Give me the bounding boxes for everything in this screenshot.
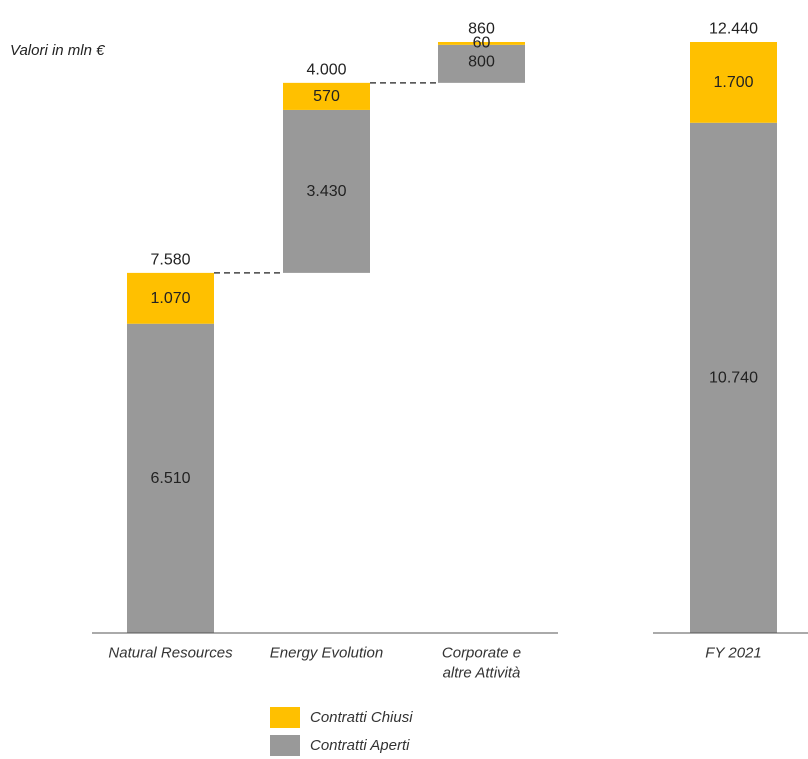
label-chiusi-2: 60: [473, 35, 491, 52]
category-label-3-0: FY 2021: [705, 645, 761, 662]
legend-swatch-aperti: [270, 734, 300, 756]
legend: Contratti Chiusi Contratti Aperti: [270, 703, 413, 759]
unit-label: Valori in mln €: [10, 42, 105, 59]
label-total-3: 12.440: [709, 21, 758, 38]
label-chiusi-1: 570: [313, 88, 340, 105]
legend-swatch-chiusi: [270, 706, 300, 728]
label-total-0: 7.580: [150, 251, 190, 268]
label-aperti-1: 3.430: [306, 183, 346, 200]
bar-aperti-1: [283, 109, 370, 273]
legend-item-aperti: Contratti Aperti: [270, 731, 413, 759]
category-label-0-0: Natural Resources: [108, 645, 233, 662]
bar-aperti-2: [438, 44, 525, 83]
label-aperti-0: 6.510: [150, 470, 190, 487]
label-total-2: 860: [468, 21, 495, 38]
label-total-1: 4.000: [306, 61, 346, 78]
category-label-2-1: altre Attività: [443, 665, 521, 682]
bar-chiusi-0: [127, 272, 214, 324]
category-label-2-0: Corporate e: [442, 645, 521, 662]
label-aperti-2: 800: [468, 53, 495, 70]
label-aperti-3: 10.740: [709, 369, 758, 386]
bar-chiusi-2: [438, 42, 525, 45]
legend-label-chiusi: Contratti Chiusi: [310, 708, 413, 726]
bar-chiusi-1: [283, 82, 370, 110]
bar-aperti-3: [690, 122, 777, 633]
label-chiusi-0: 1.070: [150, 290, 190, 307]
category-label-1-0: Energy Evolution: [270, 645, 383, 662]
bar-aperti-0: [127, 323, 214, 633]
label-chiusi-3: 1.700: [713, 74, 753, 91]
legend-label-aperti: Contratti Aperti: [310, 736, 410, 754]
bar-chiusi-3: [690, 42, 777, 123]
legend-item-chiusi: Contratti Chiusi: [270, 703, 413, 731]
waterfall-chart: 6.510 1.070 7.580 Natural Resources 3.430 570…: [92, 21, 808, 682]
